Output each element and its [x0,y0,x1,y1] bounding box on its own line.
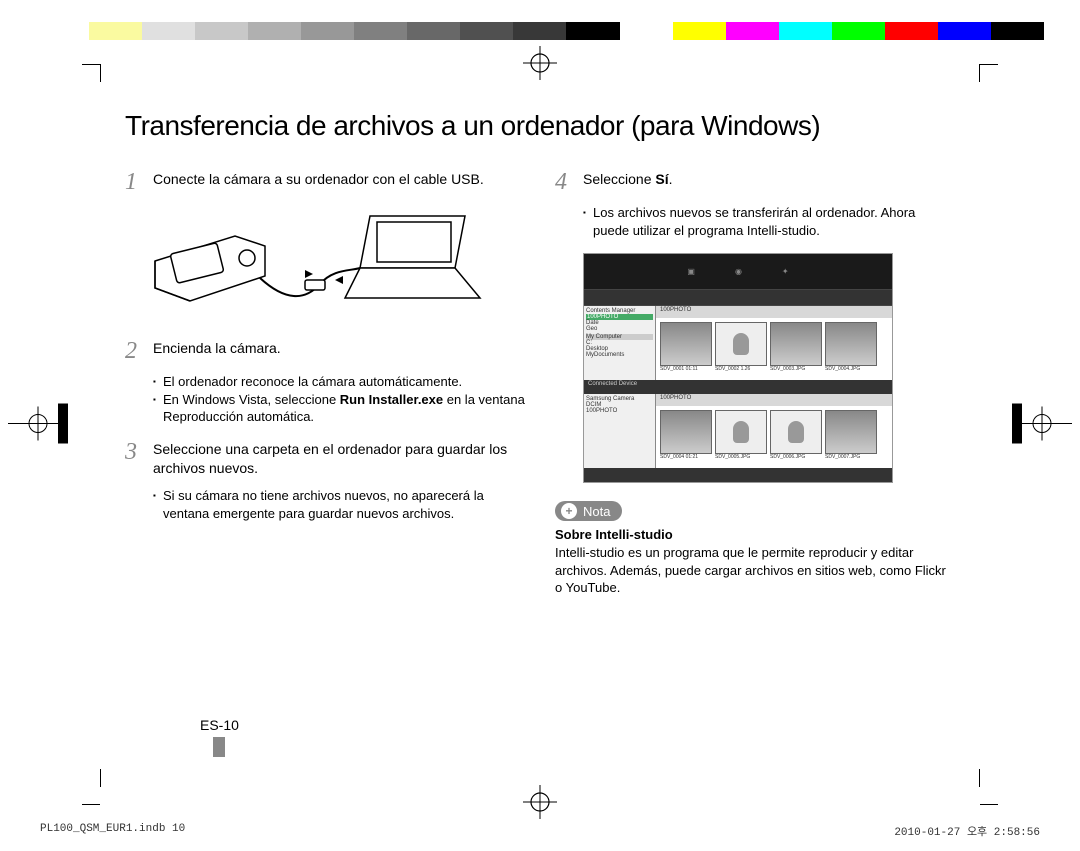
print-color-bar [36,22,1044,40]
crop-tick [82,804,100,805]
registration-mark-left [8,398,68,453]
camera-usb-laptop-illustration [145,206,525,321]
crop-tick [100,769,101,787]
scr-thumbnails-bottom: SDV_0004 01:21 SDV_0005.JPG SDV_0006.JPG… [656,406,892,468]
step-2: 2 Encienda la cámara. [125,339,525,363]
scr-thumbnails-top: SDV_0001 01:11 SDV_0002 1.26 SDV_0003.JP… [656,318,892,380]
registration-mark-bottom [523,785,557,819]
step-number: 3 [125,440,153,478]
photo-edit-icon: ◉ [735,267,742,276]
registration-mark-top [523,46,557,80]
scr-sidebar: Contents Manager 100PHOTO Date Geo My Co… [584,306,656,380]
footer-file: PL100_QSM_EUR1.indb 10 [40,823,185,839]
scr-sidebar-device: Samsung Camera DCIM 100PHOTO [584,394,656,468]
sub-item: Los archivos nuevos se transferirán al o… [583,204,955,239]
step-text: Seleccione Sí. [583,170,673,194]
note-subtitle: Sobre Intelli-studio [555,527,955,542]
crop-tick [82,64,100,65]
registration-mark-right [1012,398,1072,453]
step-text: Conecte la cámara a su ordenador con el … [153,170,484,194]
left-column: 1 Conecte la cámara a su ordenador con e… [125,170,525,597]
crop-tick [979,64,980,82]
scr-folder-header: 100PHOTO [656,306,892,318]
crop-tick [980,804,998,805]
scr-device-divider: Connected Device [584,380,892,394]
scr-statusbar [584,468,892,482]
right-column: 4 Seleccione Sí. Los archivos nuevos se … [555,170,955,597]
page-title: Transferencia de archivos a un ordenador… [125,110,955,142]
step-number: 2 [125,339,153,363]
print-footer: PL100_QSM_EUR1.indb 10 2010-01-27 오후 2:5… [40,823,1040,839]
library-icon: ▣ [687,267,695,276]
step-4-sublist: Los archivos nuevos se transferirán al o… [583,204,955,239]
crop-tick [980,64,998,65]
step-2-sublist: El ordenador reconoce la cámara automáti… [153,373,525,426]
crop-tick [979,769,980,787]
plus-icon: + [561,503,577,519]
note-badge: + Nota [555,501,622,521]
step-1: 1 Conecte la cámara a su ordenador con e… [125,170,525,194]
page-number: ES-10 [200,717,239,757]
step-text: Encienda la cámara. [153,339,281,363]
step-text: Seleccione una carpeta en el ordenador p… [153,440,525,478]
step-3-sublist: Si su cámara no tiene archivos nuevos, n… [153,487,525,522]
crop-tick [100,64,101,82]
scr-titlebar: ▣ ◉ ✦ [584,254,892,290]
note-text: Intelli-studio es un programa que le per… [555,544,955,597]
sub-item: Si su cámara no tiene archivos nuevos, n… [153,487,525,522]
step-4: 4 Seleccione Sí. [555,170,955,194]
page-content: Transferencia de archivos a un ordenador… [125,110,955,775]
step-number: 1 [125,170,153,194]
intelli-studio-screenshot: ▣ ◉ ✦ Contents Manager 100PHOTO Date Geo… [583,253,893,483]
step-3: 3 Seleccione una carpeta en el ordenador… [125,440,525,478]
movie-edit-icon: ✦ [782,267,789,276]
note-label: Nota [583,504,610,519]
sub-item: El ordenador reconoce la cámara automáti… [153,373,525,391]
scr-toolbar [584,290,892,306]
footer-date: 2010-01-27 오후 2:58:56 [894,823,1040,839]
sub-item: En Windows Vista, seleccione Run Install… [153,391,525,426]
step-number: 4 [555,170,583,194]
scr-folder-header-2: 100PHOTO [656,394,892,406]
